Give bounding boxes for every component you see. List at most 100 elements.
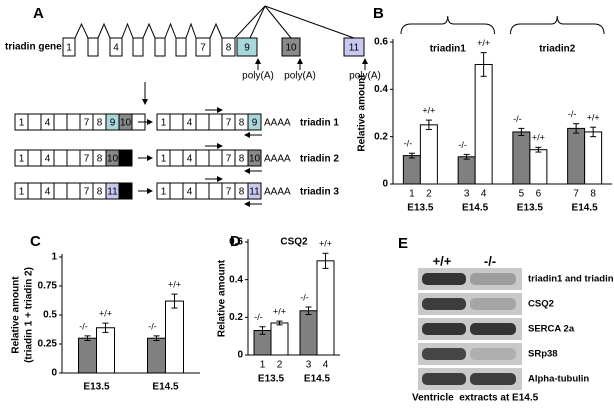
exon [118, 182, 133, 200]
panel-label: D [230, 233, 241, 250]
intron [97, 22, 111, 39]
bar-genotype-label: +/+ [273, 306, 286, 316]
exon [53, 182, 68, 200]
exon-label: 10 [120, 118, 132, 129]
exon-label: 4 [113, 43, 119, 54]
x-tick-label: E14.5 [304, 374, 331, 385]
exon [118, 149, 133, 167]
exon [208, 149, 223, 167]
y-tick-label: 0.75 [38, 281, 58, 292]
x-tick-label: E14.5 [462, 203, 489, 214]
splice-line [234, 5, 266, 39]
exon [208, 113, 223, 131]
exon-label: 9 [252, 118, 258, 129]
exon [247, 113, 262, 131]
exon-label: 1 [19, 154, 25, 165]
exon-label: 7 [84, 118, 90, 129]
bar-genotype-label: -/- [568, 109, 577, 119]
band-label: triadin1 and triadin 2 [528, 274, 614, 285]
splice-line [249, 5, 266, 39]
band-label: SERCA 2a [528, 324, 575, 335]
band-label: Alpha-tubulin [528, 374, 589, 385]
exon-label: 8 [239, 187, 245, 198]
group-label: triadin2 [539, 44, 576, 55]
exon [109, 37, 123, 57]
exon [66, 182, 81, 200]
polyA-label: poly(A) [242, 71, 274, 82]
blot-band [422, 273, 466, 285]
exon [169, 182, 184, 200]
y-tick-label: 0.4 [374, 84, 388, 95]
exon-label: 1 [66, 43, 72, 54]
exon-label: 8 [97, 187, 103, 198]
bar-number: 2 [426, 189, 432, 200]
blot-band [422, 323, 466, 335]
bar-genotype-label: -/- [300, 292, 309, 302]
intron [185, 22, 197, 39]
polyA-label: poly(A) [349, 71, 381, 82]
bar [147, 337, 166, 374]
bar [584, 131, 603, 185]
exon-label: 1 [161, 118, 167, 129]
exon-label: 11 [249, 187, 260, 198]
exon [247, 182, 262, 200]
exon [236, 37, 258, 57]
bar-genotype-label: -/- [79, 321, 88, 331]
exon [175, 37, 187, 57]
exon-label: 10 [249, 154, 261, 165]
bar-number: 4 [481, 189, 487, 200]
gene-label: triadin gene [5, 42, 62, 53]
bar [419, 124, 438, 185]
exon [27, 182, 42, 200]
bar [402, 155, 421, 185]
exon-label: 8 [239, 154, 245, 165]
y-tick-label: 0 [237, 350, 243, 361]
blot-band [470, 273, 516, 285]
bar-genotype-label: +/+ [99, 308, 112, 318]
exon [53, 113, 68, 131]
exon-label: 4 [45, 187, 51, 198]
blot-band [470, 298, 516, 310]
bar-genotype-label: +/+ [422, 105, 435, 115]
exon-label: 7 [200, 43, 206, 54]
chart-title: CSQ2 [280, 237, 308, 248]
blot-caption: Ventricle extracts at E14.5 [412, 393, 539, 404]
exon [195, 37, 211, 57]
exon [247, 149, 262, 167]
bar-number: 3 [464, 189, 470, 200]
bar [96, 327, 115, 374]
blot-band [422, 373, 466, 385]
panel-label: C [30, 233, 41, 250]
exon-label: 11 [349, 43, 360, 54]
y-axis-label: Relative amount [217, 259, 228, 337]
exon-label: 1 [19, 118, 25, 129]
intron [209, 22, 223, 39]
exon-label: 4 [45, 154, 51, 165]
exon-label: 1 [161, 187, 167, 198]
splice-line [264, 5, 355, 39]
blot-band [422, 348, 466, 360]
bar-number: 6 [536, 189, 542, 200]
exon [62, 37, 76, 57]
bar-genotype-label: +/+ [477, 38, 490, 48]
bar-genotype-label: -/- [458, 140, 467, 150]
exon [169, 149, 184, 167]
bar [512, 131, 531, 185]
y-tick-label: 0.25 [38, 339, 58, 350]
bar [567, 127, 586, 185]
exon-label: 7 [84, 154, 90, 165]
group-brace [400, 15, 495, 35]
bar [78, 337, 97, 374]
bar-number: 1 [409, 189, 415, 200]
exon [281, 37, 301, 57]
blot-band [470, 373, 516, 385]
exon [195, 149, 210, 167]
y-axis-label: Relative amount [11, 276, 22, 354]
x-tick-label: E13.5 [517, 203, 544, 214]
intron [142, 22, 156, 39]
blot-band [422, 298, 466, 310]
y-tick-label: 0.2 [229, 312, 243, 323]
exon-label: 1 [19, 187, 25, 198]
intron [121, 22, 134, 39]
